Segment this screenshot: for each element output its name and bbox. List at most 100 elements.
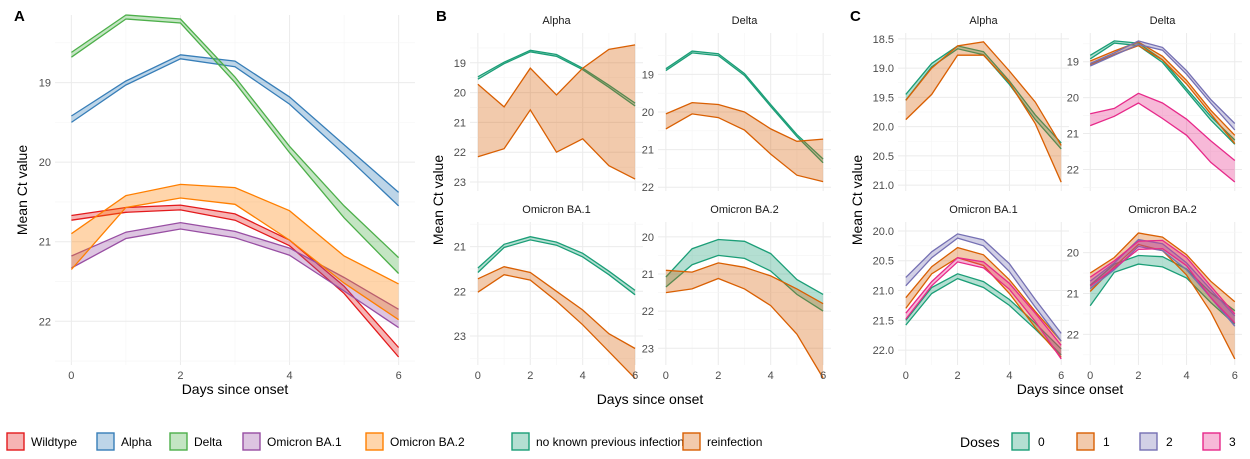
legend-key-swatch [1076,432,1095,451]
ribbon-lower-line [1089,247,1236,324]
ribbon-lower-line [665,52,824,164]
legend-label: 1 [1103,435,1110,449]
ribbon-upper-line [665,238,824,295]
y-tick-label: 20 [1067,248,1079,260]
y-tick-label: 21 [1067,289,1079,301]
legend-label: Wildtype [31,435,77,449]
y-tick-label: 20 [642,107,654,119]
ribbon-upper-line [665,50,824,160]
y-tick-label: 22 [642,306,654,318]
ribbon-lower-line [1089,43,1236,131]
legend-key [1139,432,1158,451]
x-tick-label: 2 [527,370,533,382]
ribbon-no-known-previous-infection [665,239,824,312]
facet-title: Alpha [542,15,571,27]
y-tick-label: 19.5 [873,92,894,104]
facet-title: Omicron BA.2 [1128,204,1196,216]
legend-label: Delta [194,435,222,449]
ribbon-upper-line [905,233,1062,334]
legend-key-swatch [1202,432,1221,451]
facet-title: Delta [732,15,759,27]
legend-key [1202,432,1221,451]
facet-title: Omicron BA.1 [949,204,1017,216]
facet-title: Delta [1150,15,1177,27]
ribbon-lower-line [70,197,399,321]
ribbon-upper-line [905,246,1062,342]
panel-c-facet: 19 20 21 22 Delta [1067,15,1242,191]
ribbon-reinfection [477,266,636,379]
ribbon-upper-line [1089,238,1236,317]
ribbon-upper-line [1089,232,1236,303]
y-tick-label: 19 [39,78,51,90]
x-tick-label: 0 [475,370,481,382]
ribbon-upper-line [71,54,400,193]
y-tick-label: 22 [454,286,466,298]
ribbon-lower-line [905,54,1062,183]
legend-label: 3 [1229,435,1236,449]
x-tick-label: 4 [580,370,586,382]
ribbon-0 [1090,40,1235,145]
x-tick-label: 2 [955,370,961,382]
facet-title: Omicron BA.2 [710,204,778,216]
y-tick-label: 21.0 [873,180,894,192]
y-tick-label: 20.0 [873,226,894,238]
y-tick-label: 22 [1067,329,1079,341]
ribbon-lower-line [71,58,400,207]
ribbon-lower-line [477,274,636,379]
y-tick-label: 19.0 [873,63,894,75]
ribbon-lower-line [905,261,1062,360]
y-tick-label: 22 [642,182,654,194]
ribbon-lower-line [665,113,824,183]
ribbon-lower-line [905,256,1062,358]
legend-key-swatch [242,432,261,451]
y-tick-label: 21.5 [873,315,894,327]
legend-title-doses: Doses [960,434,1000,450]
x-tick-label: 4 [1006,370,1012,382]
legend-key [242,432,261,451]
panel-label-a: A [14,8,25,25]
panel-a: 19 20 21 22 0 2 4 6 [39,14,415,382]
y-tick-label: 19 [642,69,654,81]
y-tick-label: 20 [39,157,51,169]
legend-key [6,432,25,451]
x-tick-label: 2 [715,370,721,382]
ribbon-3 [905,257,1062,359]
ribbon-0 [1090,255,1235,325]
ribbon-upper-line [905,257,1062,346]
ribbon-3 [1090,93,1235,182]
panel-label-b: B [436,8,447,25]
ribbon-upper-line [1090,92,1236,162]
panel-c-facet: 20.0 20.5 21.0 21.5 22.0 0 2 4 6 Omicron BA.1 [873,204,1069,382]
legend-key [682,432,701,451]
ribbon-reinfection [665,262,824,378]
y-axis-label-c: Mean Ct value [849,155,865,245]
legend-key-swatch [682,432,701,451]
y-tick-label: 22 [39,316,51,328]
legend-key [1076,432,1095,451]
ribbon-upper-line [477,236,636,291]
panel-c-facet: 20 21 22 0 2 4 6 Omicron BA.2 [1067,204,1242,382]
ribbon-upper-line [71,14,400,259]
legend-key-swatch [365,432,384,451]
ribbon-reinfection [665,102,824,182]
x-tick-label: 6 [820,370,826,382]
x-axis-label-b: Days since onset [597,391,704,407]
ribbon-upper-line [477,44,636,108]
y-tick-label: 23 [642,343,654,355]
y-tick-label: 18.5 [873,34,894,46]
legend-key-swatch [96,432,115,451]
y-tick-label: 20 [454,88,466,100]
ribbon-upper-line [1089,41,1236,136]
ribbon-upper-line [665,101,824,142]
x-tick-label: 2 [177,370,183,382]
panel-b-facet: 19 20 21 22 Delta [642,15,831,194]
legend-key-swatch [169,432,188,451]
y-tick-label: 19 [1067,57,1079,69]
y-tick-label: 21.0 [873,286,894,298]
ribbon-upper-line [477,266,636,350]
ribbon-lower-line [1089,42,1236,145]
y-tick-label: 21 [642,145,654,157]
ribbon-upper-line [905,41,1062,146]
y-tick-label: 22 [454,147,466,159]
